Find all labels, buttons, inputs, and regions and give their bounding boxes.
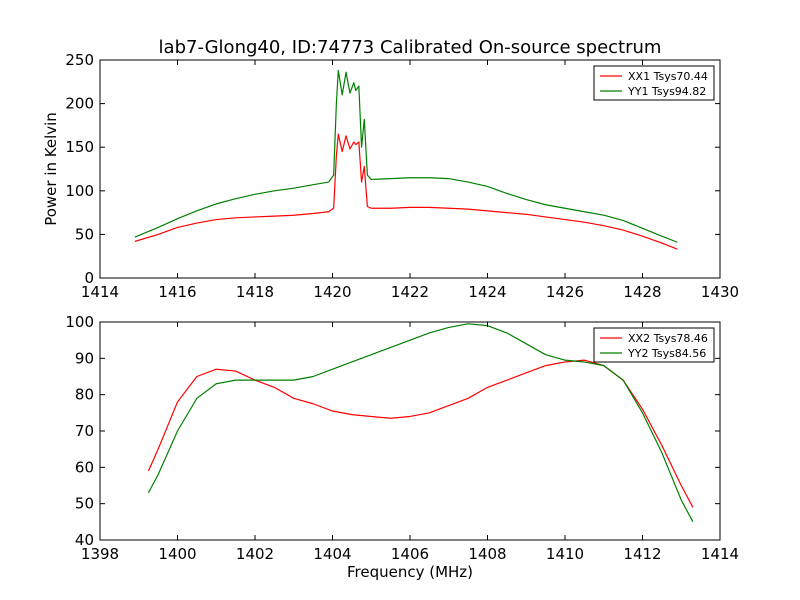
x-tick-label: 1410 [546, 545, 584, 563]
x-tick-label: 1414 [81, 283, 119, 301]
x-tick-label: 1422 [391, 283, 429, 301]
x-tick-label: 1402 [236, 545, 274, 563]
y-tick-label: 60 [75, 458, 94, 476]
x-axis-label: Frequency (MHz) [347, 563, 473, 581]
legend-box [593, 65, 715, 101]
y-tick-label: 80 [75, 386, 94, 404]
y-tick-label: 50 [75, 495, 94, 513]
y-tick-label: 40 [75, 531, 94, 549]
x-tick-label: 1398 [81, 545, 119, 563]
x-tick-label: 1412 [623, 545, 661, 563]
y-tick-label: 250 [65, 51, 94, 69]
x-tick-label: 1400 [158, 545, 196, 563]
chart-title: lab7-Glong40, ID:74773 Calibrated On-sou… [159, 37, 662, 58]
y-tick-label: 150 [65, 138, 94, 156]
series-line-2 [147, 323, 694, 523]
legend-entry: XX1 Tsys70.44 [628, 70, 708, 83]
x-tick-label: 1404 [313, 545, 351, 563]
y-axis-label: Power in Kelvin [42, 112, 60, 226]
x-tick-label: 1416 [158, 283, 196, 301]
legend-entry: YY2 Tsys84.56 [627, 347, 706, 360]
series-line-1 [134, 133, 678, 250]
panel-2: 1398 1400 1402 1404 1406 1408 1410 1412 1414 40 50… [65, 313, 739, 563]
x-tick-label: 1426 [546, 283, 584, 301]
x-tick-label: 1418 [236, 283, 274, 301]
x-tick-label: 1408 [468, 545, 506, 563]
legend: XX1 Tsys70.44 YY1 Tsys94.82 [593, 65, 715, 101]
x-tick-label: 1414 [701, 545, 739, 563]
x-tick-label: 1428 [623, 283, 661, 301]
x-tick-label: 1424 [468, 283, 506, 301]
legend-box [593, 327, 715, 363]
y-tick-label: 0 [84, 269, 94, 287]
y-tick-label: 90 [75, 349, 94, 367]
y-tick-label: 200 [65, 95, 94, 113]
x-tick-label: 1430 [701, 283, 739, 301]
y-tick-label: 50 [75, 225, 94, 243]
y-tick-label: 70 [75, 422, 94, 440]
legend-entry: XX2 Tsys78.46 [628, 332, 708, 345]
legend-entry: YY1 Tsys94.82 [627, 85, 706, 98]
y-tick-label: 100 [65, 313, 94, 331]
x-tick-label: 1420 [313, 283, 351, 301]
panel-1: 1414 1416 1418 1420 1422 1424 1426 1428 1430 0 50 1… [65, 51, 739, 301]
series-line-2 [134, 69, 678, 243]
legend: XX2 Tsys78.46 YY2 Tsys84.56 [593, 327, 715, 363]
y-tick-label: 100 [65, 182, 94, 200]
x-tick-label: 1406 [391, 545, 429, 563]
